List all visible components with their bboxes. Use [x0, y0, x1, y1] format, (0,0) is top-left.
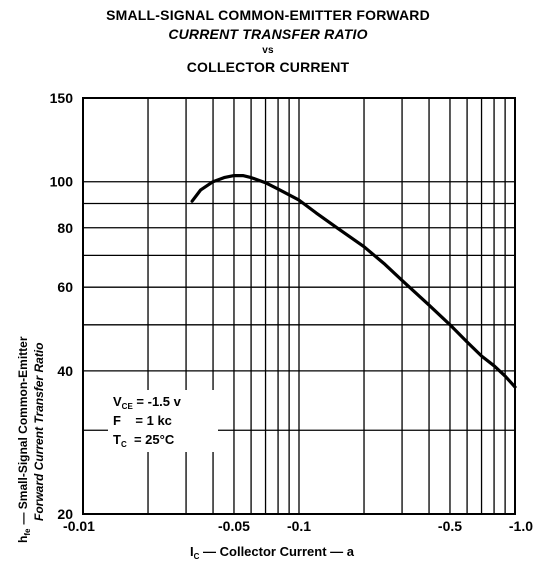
condition-vce-sub: CE: [122, 402, 134, 411]
condition-f-symbol: F: [113, 413, 121, 428]
conditions-box: [108, 390, 218, 452]
x-tick-label: -0.05: [218, 518, 250, 534]
x-tick-label: -1.0: [509, 518, 533, 534]
chart-title-vs: vs: [262, 45, 274, 56]
condition-tc: TC = 25°C: [113, 432, 175, 449]
x-axis-symbol-sub: C: [194, 552, 200, 561]
x-tick-label: -0.5: [438, 518, 462, 534]
hfe-curve: [190, 174, 517, 389]
y-tick-label: 20: [57, 506, 73, 522]
condition-f: F = 1 kc: [113, 413, 172, 428]
tick-labels: 20 40 60 80 100 150 -0.01 -0.05 -0.1 -0.5 -1.0: [50, 90, 534, 534]
chart-title-line-3: COLLECTOR CURRENT: [186, 59, 350, 75]
chart-title-block: SMALL-SIGNAL COMMON-EMITTER FORWARD CURR…: [0, 6, 536, 77]
y-tick-label: 80: [57, 220, 73, 236]
grid-lines: [83, 98, 515, 514]
y-axis-label-line-1: — Small-Signal Common-Emitter: [16, 336, 30, 524]
x-tick-label: -0.01: [63, 518, 95, 534]
plot-frame: [82, 97, 516, 515]
y-tick-label: 60: [57, 279, 73, 295]
condition-vce-value: = -1.5 v: [133, 394, 182, 409]
y-axis-symbol: h: [16, 536, 30, 543]
svg-text:hfe— Small-Signal Common-Emitt: hfe — Small-Signal Common-Emitter: [16, 336, 32, 543]
y-axis-symbol-sub: fe: [23, 528, 32, 536]
x-axis-label: IC — Collector Current — a: [190, 544, 355, 561]
y-tick-label: 100: [50, 174, 74, 190]
condition-vce: VCE = -1.5 v: [113, 394, 182, 411]
y-axis-label: hfe — Small-Signal Common-Emitter Forward…: [16, 336, 46, 543]
condition-tc-symbol: T: [113, 432, 121, 447]
x-tick-label: -0.1: [287, 518, 311, 534]
condition-vce-symbol: V: [113, 394, 122, 409]
y-tick-label: 150: [50, 90, 74, 106]
chart-title-line-1: SMALL-SIGNAL COMMON-EMITTER FORWARD: [106, 7, 430, 23]
y-tick-label: 40: [57, 363, 73, 379]
chart-title-line-2: CURRENT TRANSFER RATIO: [168, 26, 368, 42]
condition-tc-value: = 25°C: [127, 432, 175, 447]
x-axis-symbol: I: [190, 544, 194, 559]
y-axis-label-line-2: Forward Current Transfer Ratio: [32, 343, 46, 521]
condition-tc-sub: C: [121, 440, 127, 449]
x-axis-label-text: — Collector Current — a: [199, 544, 354, 559]
condition-f-value: = 1 kc: [121, 413, 172, 428]
